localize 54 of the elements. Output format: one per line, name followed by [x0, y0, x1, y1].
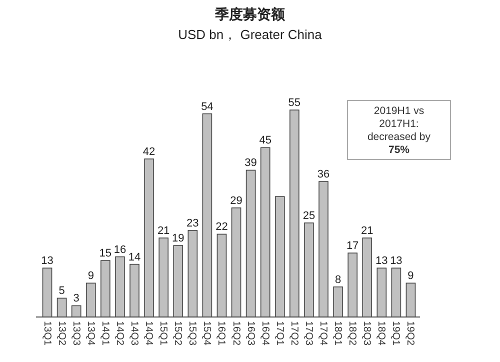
data-label: 15	[99, 248, 112, 260]
data-label: 17	[346, 240, 359, 252]
x-tick-label: 16Q4	[259, 321, 270, 346]
x-tick-label: 16Q1	[216, 321, 227, 346]
data-label: 42	[142, 146, 156, 158]
x-tick-label: 15Q2	[172, 321, 184, 346]
x-tick-label: 16Q3	[244, 321, 256, 346]
data-label: 13	[376, 255, 388, 268]
data-label: 45	[259, 134, 272, 147]
x-tick-label: 19Q2	[404, 321, 416, 346]
x-tick-label: 17Q3	[302, 321, 314, 346]
data-label: 5	[58, 285, 65, 298]
x-tick-label: 18Q1	[332, 321, 344, 346]
data-label: 23	[186, 217, 199, 230]
data-label: 36	[317, 168, 330, 181]
data-label: 3	[73, 292, 80, 305]
x-tick-label: 14Q3	[128, 321, 140, 346]
x-tick-label: 16Q2	[230, 321, 242, 346]
data-label: 29	[230, 194, 242, 207]
data-label: 16	[114, 244, 126, 256]
x-tick-label: 17Q4	[318, 321, 328, 346]
x-tick-label: 15Q1	[158, 321, 169, 346]
x-tick-label: 18Q3	[361, 321, 372, 346]
x-tick-label: 14Q1	[99, 321, 110, 346]
data-label: 9	[88, 270, 94, 282]
x-tick-label: 19Q1	[390, 321, 402, 346]
chart-title: 季度募资额	[214, 6, 286, 24]
data-label: 14	[128, 251, 141, 264]
data-label: 55	[288, 97, 301, 109]
x-tick-label: 13Q2	[56, 321, 67, 346]
x-tick-label: 14Q2	[114, 321, 125, 346]
data-label: 54	[201, 100, 214, 113]
x-tick-label: 15Q3	[186, 321, 198, 346]
data-label: 19	[172, 232, 184, 244]
x-tick-label: 17Q2	[288, 321, 300, 346]
data-label: 9	[408, 270, 414, 282]
data-label: 8	[334, 274, 342, 286]
chart-subtitle: USD bn， Greater China	[177, 26, 323, 44]
data-label: 13	[41, 255, 54, 268]
data-label: 25	[302, 210, 316, 222]
data-label: 21	[157, 224, 170, 237]
data-label: 22	[216, 221, 228, 234]
x-tick-label: 14Q4	[143, 321, 154, 346]
data-label: 21	[360, 224, 374, 237]
x-tick-label: 13Q3	[70, 321, 82, 346]
x-tick-label: 15Q4	[201, 321, 212, 346]
x-tick-label: 17Q1	[274, 321, 285, 346]
data-label: 13	[390, 255, 402, 268]
x-tick-label: 13Q4	[84, 321, 96, 346]
x-tick-label: 18Q2	[346, 321, 358, 346]
x-tick-label: 18Q4	[376, 321, 387, 346]
x-tick-label: 13Q1	[41, 321, 52, 346]
data-label: 39	[244, 157, 257, 170]
callout: 2019H1 vs 2017H1: decreased by 75%	[347, 100, 451, 160]
